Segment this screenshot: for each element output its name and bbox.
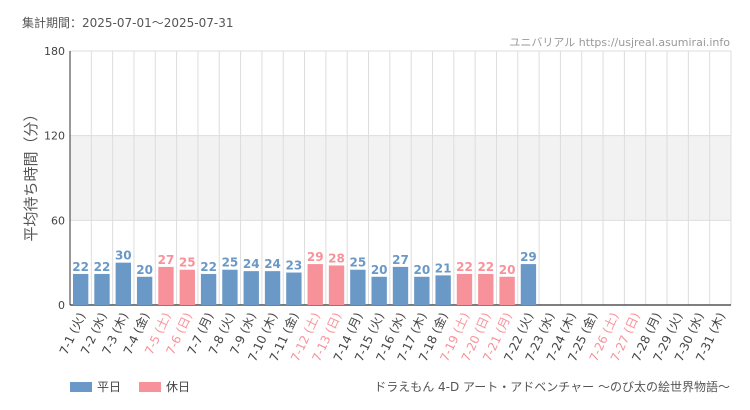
bar bbox=[94, 273, 110, 305]
bar bbox=[264, 271, 281, 305]
legend-swatch-weekday bbox=[70, 381, 92, 392]
shaded-band bbox=[70, 135, 731, 221]
legend: 平日 休日 bbox=[70, 378, 190, 395]
bar bbox=[392, 266, 409, 305]
y-tick-label: 120 bbox=[44, 130, 65, 143]
bar-value-label: 24 bbox=[243, 257, 260, 271]
bar bbox=[115, 262, 131, 305]
source-label: ユニバリアル https://usjreal.asumirai.info bbox=[509, 36, 730, 49]
bar-value-label: 25 bbox=[350, 256, 367, 270]
y-tick-label: 0 bbox=[58, 299, 65, 312]
y-axis-title: 平均待ち時間（分） bbox=[22, 106, 40, 241]
bar bbox=[286, 272, 302, 305]
bar-value-label: 22 bbox=[477, 260, 494, 274]
bar-value-label: 27 bbox=[158, 253, 175, 267]
bar-value-label: 24 bbox=[264, 257, 281, 271]
bar bbox=[136, 276, 153, 305]
bar-value-label: 20 bbox=[136, 263, 153, 277]
bar bbox=[456, 273, 473, 305]
period-label: 集計期間：2025-07-01～2025-07-31 bbox=[22, 16, 234, 30]
bar bbox=[200, 273, 217, 305]
bar bbox=[414, 276, 430, 305]
bar-value-label: 22 bbox=[72, 260, 89, 274]
bar-value-label: 20 bbox=[371, 263, 388, 277]
bar-value-label: 25 bbox=[179, 256, 196, 270]
bar-value-label: 30 bbox=[115, 249, 132, 263]
bar-value-label: 22 bbox=[94, 260, 111, 274]
bar bbox=[222, 269, 238, 305]
bar-value-label: 21 bbox=[435, 261, 452, 275]
bar bbox=[328, 265, 345, 305]
bar bbox=[179, 269, 195, 305]
bar bbox=[158, 266, 174, 305]
bar bbox=[350, 269, 366, 305]
legend-item-weekday: 平日 bbox=[70, 378, 121, 395]
attraction-name: ドラえもん 4-D アート・アドベンチャー ～のび太の絵世界物語～ bbox=[374, 380, 730, 394]
bar bbox=[243, 271, 259, 305]
legend-item-holiday: 休日 bbox=[139, 378, 190, 395]
legend-label-weekday: 平日 bbox=[97, 380, 122, 394]
bar bbox=[499, 276, 515, 305]
bar-value-label: 28 bbox=[328, 251, 345, 265]
bar-value-label: 29 bbox=[307, 250, 324, 264]
bar-value-label: 29 bbox=[520, 250, 537, 264]
y-tick-label: 60 bbox=[51, 214, 65, 227]
bar-value-label: 20 bbox=[499, 263, 516, 277]
y-tick-label: 180 bbox=[44, 45, 65, 58]
bar-value-label: 22 bbox=[200, 260, 217, 274]
bar-value-label: 25 bbox=[222, 256, 239, 270]
bar-value-label: 22 bbox=[456, 260, 473, 274]
bar bbox=[72, 273, 89, 305]
bar bbox=[371, 276, 387, 305]
bar-value-label: 27 bbox=[392, 253, 409, 267]
bar bbox=[478, 273, 494, 305]
bar bbox=[520, 264, 537, 305]
bar bbox=[435, 275, 451, 305]
bar-value-label: 20 bbox=[413, 263, 430, 277]
bar-value-label: 23 bbox=[286, 259, 303, 273]
legend-swatch-holiday bbox=[139, 381, 162, 392]
bar bbox=[307, 264, 323, 305]
legend-label-holiday: 休日 bbox=[166, 380, 191, 394]
